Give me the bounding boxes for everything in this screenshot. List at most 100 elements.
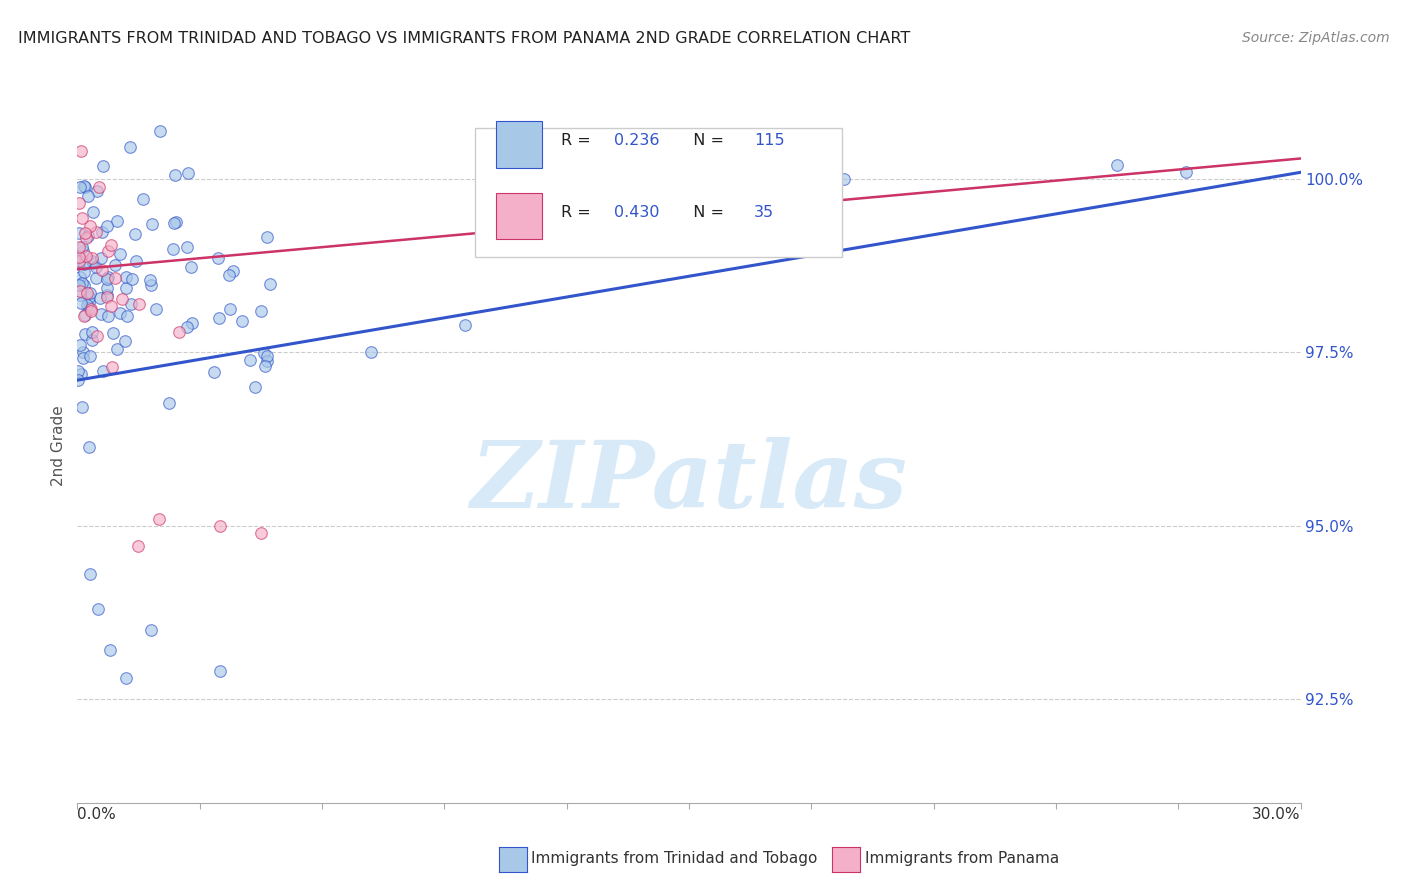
Point: [555, 158, 578, 172]
Text: ZIPatlas: ZIPatlas: [471, 437, 907, 526]
Point: [72, 345, 94, 359]
Point: [73, 178, 96, 193]
Point: [75, 230, 97, 244]
Point: [163, 216, 186, 230]
Point: [80, 303, 103, 318]
Text: 30.0%: 30.0%: [1253, 807, 1301, 822]
Point: [67, 373, 90, 387]
Point: [107, 213, 129, 227]
Text: Immigrants from Panama: Immigrants from Panama: [865, 851, 1059, 865]
Point: [208, 311, 231, 326]
Point: [162, 243, 184, 257]
Point: [67, 240, 90, 254]
Point: [75, 249, 97, 263]
Text: IMMIGRANTS FROM TRINIDAD AND TOBAGO VS IMMIGRANTS FROM PANAMA 2ND GRADE CORRELAT: IMMIGRANTS FROM TRINIDAD AND TOBAGO VS I…: [18, 31, 911, 46]
Point: [176, 240, 198, 254]
Point: [76, 285, 98, 300]
Point: [117, 309, 139, 323]
Point: [114, 270, 136, 285]
Text: R =: R =: [561, 205, 595, 219]
Point: [77, 294, 100, 309]
Point: [79, 567, 101, 582]
Point: [79, 219, 101, 234]
Point: [67, 196, 90, 211]
Point: [86, 184, 108, 198]
Text: 0.0%: 0.0%: [77, 807, 117, 822]
Point: [96, 287, 118, 301]
Text: 115: 115: [754, 134, 785, 148]
Point: [165, 168, 187, 182]
Point: [202, 364, 225, 378]
Point: [108, 246, 131, 260]
Point: [360, 345, 382, 359]
Point: [114, 334, 136, 348]
Point: [139, 277, 162, 292]
Bar: [496, 193, 543, 239]
Text: 0.430: 0.430: [614, 205, 659, 219]
Point: [177, 165, 200, 179]
Point: [149, 124, 172, 138]
Point: [72, 239, 94, 253]
Point: [73, 265, 96, 279]
Point: [121, 272, 143, 286]
Point: [77, 301, 100, 315]
Point: [100, 299, 122, 313]
Point: [80, 333, 103, 347]
Point: [110, 306, 132, 320]
Point: [70, 211, 93, 225]
Point: [157, 396, 180, 410]
Point: [832, 172, 855, 186]
Point: [141, 217, 163, 231]
Point: [101, 326, 124, 341]
Point: [115, 281, 138, 295]
Text: Source: ZipAtlas.com: Source: ZipAtlas.com: [1241, 31, 1389, 45]
Text: 0.236: 0.236: [614, 134, 659, 148]
Point: [86, 226, 108, 240]
Point: [139, 623, 162, 637]
Point: [176, 320, 198, 334]
Point: [82, 255, 104, 269]
Point: [69, 285, 91, 299]
Point: [115, 671, 138, 685]
Point: [243, 379, 266, 393]
Point: [96, 281, 118, 295]
Point: [67, 278, 90, 293]
Point: [91, 159, 114, 173]
Point: [239, 353, 262, 368]
Point: [221, 264, 243, 278]
Text: N =: N =: [683, 205, 728, 219]
Point: [79, 286, 101, 301]
Point: [90, 251, 112, 265]
Point: [90, 225, 112, 239]
Point: [91, 363, 114, 377]
Point: [97, 244, 120, 258]
Point: [111, 293, 134, 307]
FancyBboxPatch shape: [475, 128, 842, 257]
Point: [120, 296, 142, 310]
Point: [169, 325, 191, 339]
Point: [96, 219, 118, 233]
Point: [145, 302, 167, 317]
Point: [69, 179, 91, 194]
Point: [67, 255, 90, 269]
Point: [90, 308, 112, 322]
Point: [73, 308, 96, 322]
Point: [67, 226, 90, 240]
Point: [669, 145, 692, 159]
Point: [128, 297, 150, 311]
Point: [453, 318, 475, 332]
Point: [70, 296, 93, 310]
Point: [148, 512, 170, 526]
Point: [124, 253, 146, 268]
Point: [82, 254, 104, 268]
Text: Immigrants from Trinidad and Tobago: Immigrants from Trinidad and Tobago: [531, 851, 818, 865]
Point: [69, 368, 91, 382]
Point: [256, 354, 278, 368]
Point: [208, 664, 231, 678]
Point: [96, 290, 118, 304]
Point: [98, 643, 121, 657]
Point: [180, 260, 202, 274]
Point: [219, 302, 242, 317]
Point: [253, 346, 276, 360]
Point: [73, 257, 96, 271]
